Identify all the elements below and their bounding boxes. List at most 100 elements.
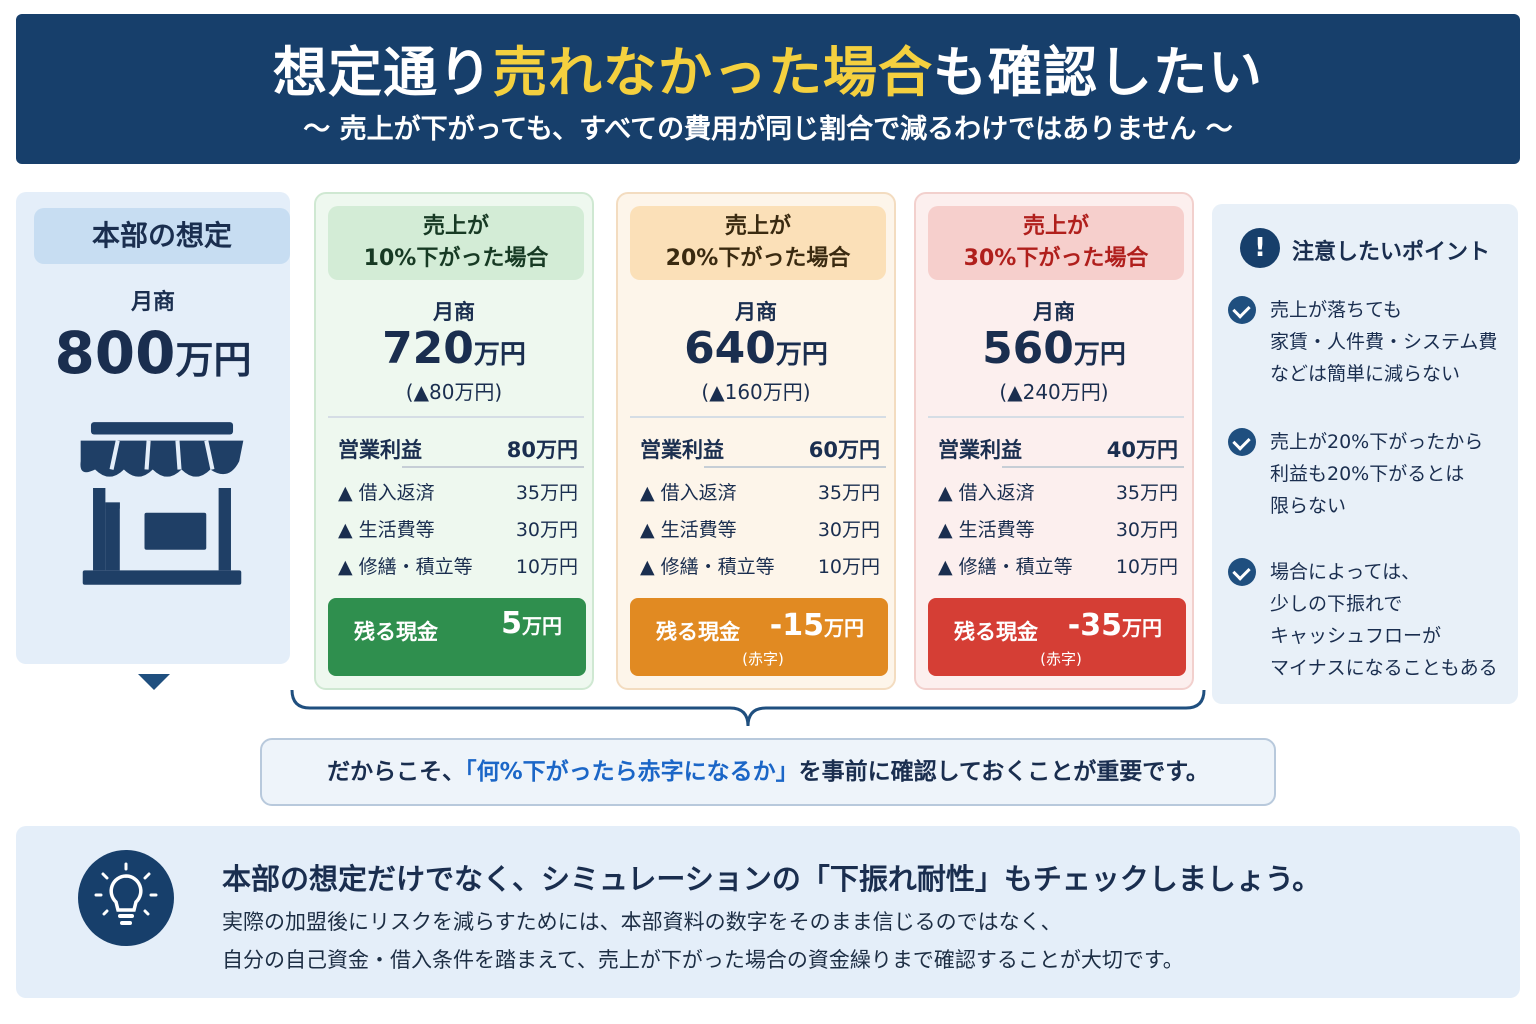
scenario-sales-diff: (▲160万円) <box>701 380 811 404</box>
caution-line: 少しの下振れで <box>1270 593 1403 615</box>
divider <box>704 466 886 468</box>
caution-line: 売上が20%下がったから <box>1270 431 1484 453</box>
expense-value: 10万円 <box>817 556 880 578</box>
caution-title: 注意したいポイント <box>1292 240 1491 265</box>
lightbulb-icon <box>78 850 174 946</box>
assumption-value: 800万円 <box>16 318 290 395</box>
expense-row: ▲ 生活費等 30万円 <box>338 515 578 542</box>
profit-row: 営業利益 80万円 <box>338 434 578 464</box>
cash-number: -35 <box>1067 608 1122 643</box>
callout-highlight: 「何%下がったら赤字になるか」 <box>465 759 799 785</box>
brace-connector <box>290 689 1206 727</box>
expense-row: ▲ 借入返済 35万円 <box>338 478 578 505</box>
caution-text: 場合によっては、 少しの下振れで キャッシュフローが マイナスになることもある <box>1270 556 1498 684</box>
cash-value: -35万円 <box>1068 608 1162 643</box>
cash-value: -15万円 <box>770 608 864 643</box>
caution-line: 限らない <box>1270 495 1347 517</box>
cash-unit: 万円 <box>1122 616 1162 640</box>
caution-line: マイナスになることもある <box>1270 657 1498 679</box>
cash-note: (赤字) <box>742 650 784 668</box>
scenario-sales-label: 月商 <box>1033 300 1075 324</box>
scenario-header: 売上が 20%下がった場合 <box>630 206 886 280</box>
assumption-panel: 本部の想定 月商 800万円 <box>16 192 290 664</box>
assumption-label: 月商 <box>130 290 175 315</box>
callout-post: を事前に確認しておくことが重要です。 <box>798 759 1209 785</box>
cash-note: (赤字) <box>1040 650 1082 668</box>
profit-value: 80万円 <box>506 438 578 462</box>
advice-panel: 本部の想定だけでなく、シミュレーションの「下振れ耐性」もチェックしましょう。 実… <box>16 826 1520 998</box>
check-icon <box>1228 558 1256 586</box>
scenario-sales-unit: 万円 <box>473 340 526 370</box>
scenario-header-line2: 30%下がった場合 <box>963 246 1149 271</box>
scenario-sales-label: 月商 <box>433 300 475 324</box>
scenario-sales-diff: (▲240万円) <box>999 380 1109 404</box>
cash-box: 残る現金 -15万円 (赤字) <box>630 598 888 676</box>
check-icon <box>1228 428 1256 456</box>
scenario-sales-diff: (▲80万円) <box>405 380 503 404</box>
expense-label: ▲ 借入返済 <box>938 482 1035 504</box>
divider <box>928 416 1184 418</box>
caution-text: 売上が落ちても 家賃・人件費・システム費 などは簡単に減らない <box>1270 294 1497 390</box>
expense-label: ▲ 借入返済 <box>640 482 737 504</box>
expense-label: ▲ 修繕・積立等 <box>938 556 1073 578</box>
expense-label: ▲ 生活費等 <box>640 519 737 541</box>
profit-label: 営業利益 <box>640 438 724 462</box>
callout-pre: だからこそ、 <box>327 759 466 785</box>
title-pre: 想定通り <box>273 41 493 104</box>
assumption-unit: 万円 <box>175 338 252 382</box>
profit-label: 営業利益 <box>938 438 1022 462</box>
divider <box>630 416 886 418</box>
expense-label: ▲ 生活費等 <box>938 519 1035 541</box>
scenario-sales-unit: 万円 <box>1073 340 1126 370</box>
advice-line: 実際の加盟後にリスクを減らすためには、本部資料の数字をそのまま信じるのではなく、 <box>222 910 1062 934</box>
scenario-sales-number: 560 <box>982 323 1074 374</box>
scenario-header-line1: 売上が <box>422 214 489 239</box>
scenario-card-30: 売上が 30%下がった場合 月商 560万円 (▲240万円) 営業利益 40万円… <box>914 192 1194 690</box>
caution-line: キャッシュフローが <box>1270 625 1442 647</box>
scenario-header: 売上が 30%下がった場合 <box>928 206 1184 280</box>
scenario-sales-label: 月商 <box>735 300 777 324</box>
divider <box>328 416 584 418</box>
page-subtitle: 〜 売上が下がっても、すべての費用が同じ割合で減るわけではありません 〜 <box>303 114 1233 145</box>
title-highlight: 売れなかった場合 <box>493 41 933 104</box>
caution-line: 場合によっては、 <box>1270 561 1421 583</box>
profit-label: 営業利益 <box>338 438 422 462</box>
profit-value: 40万円 <box>1106 438 1178 462</box>
scenario-sales-number: 640 <box>684 323 776 374</box>
scenario-card-10: 売上が 10%下がった場合 月商 720万円 (▲80万円) 営業利益 80万円 … <box>314 192 594 690</box>
expense-label: ▲ 修繕・積立等 <box>338 556 473 578</box>
caution-line: 売上が落ちても <box>1270 299 1403 321</box>
divider <box>402 466 584 468</box>
expense-value: 30万円 <box>817 519 880 541</box>
caution-line: 利益も20%下がるとは <box>1270 463 1465 485</box>
check-icon <box>1228 296 1256 324</box>
scenario-sales-value: 560万円 <box>916 320 1192 384</box>
store-icon <box>80 422 244 585</box>
down-arrow-icon <box>138 674 170 690</box>
expense-value: 35万円 <box>515 482 578 504</box>
expense-value: 35万円 <box>817 482 880 504</box>
cash-unit: 万円 <box>824 616 864 640</box>
expense-value: 10万円 <box>515 556 578 578</box>
expense-row: ▲ 修繕・積立等 10万円 <box>640 552 880 579</box>
expense-row: ▲ 借入返済 35万円 <box>938 478 1178 505</box>
scenario-sales-unit: 万円 <box>775 340 828 370</box>
expense-row: ▲ 生活費等 30万円 <box>640 515 880 542</box>
key-message-callout: だからこそ、「何%下がったら赤字になるか」を事前に確認しておくことが重要です。 <box>260 738 1276 806</box>
advice-line: 自分の自己資金・借入条件を踏まえて、売上が下がった場合の資金繰りまで確認すること… <box>222 948 1184 972</box>
expense-value: 30万円 <box>1115 519 1178 541</box>
cash-label: 残る現金 <box>954 620 1038 644</box>
expense-row: ▲ 生活費等 30万円 <box>938 515 1178 542</box>
scenario-header-line2: 20%下がった場合 <box>665 246 851 271</box>
cash-number: 5 <box>501 606 522 641</box>
profit-row: 営業利益 60万円 <box>640 434 880 464</box>
title-post: も確認したい <box>933 41 1263 104</box>
profit-row: 営業利益 40万円 <box>938 434 1178 464</box>
expense-value: 30万円 <box>515 519 578 541</box>
expense-label: ▲ 借入返済 <box>338 482 435 504</box>
cash-box: 残る現金 -35万円 (赤字) <box>928 598 1186 676</box>
advice-title: 本部の想定だけでなく、シミュレーションの「下振れ耐性」もチェックしましょう。 <box>222 862 1322 896</box>
scenario-sales-value: 720万円 <box>316 320 592 384</box>
divider <box>1002 466 1184 468</box>
caution-text: 売上が20%下がったから 利益も20%下がるとは 限らない <box>1270 426 1483 522</box>
